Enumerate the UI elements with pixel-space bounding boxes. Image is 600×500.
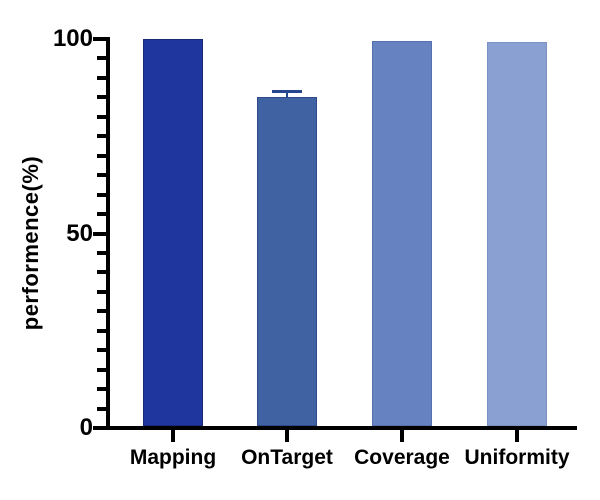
y-minor-tick (97, 250, 106, 255)
y-minor-tick (97, 406, 106, 411)
y-axis-title: performence(%) (18, 155, 43, 331)
y-minor-tick (97, 328, 106, 333)
y-minor-tick (97, 348, 106, 353)
y-minor-tick (97, 192, 106, 197)
y-major-tick (93, 37, 106, 41)
y-minor-tick (97, 173, 106, 178)
bar-uniformity (487, 41, 547, 426)
y-tick-label: 0 (79, 414, 93, 441)
y-minor-tick (97, 134, 106, 139)
x-category-label: OnTarget (241, 446, 333, 469)
y-major-tick (93, 231, 106, 236)
error-bar-cap (272, 90, 302, 93)
x-tick (515, 430, 519, 442)
y-minor-tick (97, 367, 106, 372)
x-tick (400, 430, 404, 442)
error-bar-stem (286, 91, 288, 98)
bar-coverage (372, 40, 432, 426)
x-axis-line (106, 426, 577, 430)
y-minor-tick (97, 212, 106, 217)
y-axis-line (106, 37, 110, 430)
y-tick-label: 50 (66, 219, 93, 247)
y-major-tick (93, 426, 106, 430)
x-category-label: Mapping (129, 446, 217, 469)
y-minor-tick (97, 270, 106, 275)
y-minor-tick (97, 75, 106, 80)
y-minor-tick (97, 95, 106, 100)
y-minor-tick (97, 289, 106, 294)
x-category-label: Coverage (354, 446, 450, 469)
y-minor-tick (97, 114, 106, 119)
y-tick-label: 100 (52, 25, 93, 52)
y-minor-tick (97, 309, 106, 314)
y-minor-tick (97, 153, 106, 158)
x-tick (285, 430, 289, 442)
x-category-label: Uniformity (464, 446, 570, 469)
x-tick (171, 430, 175, 442)
bar-ontarget (257, 97, 317, 426)
bar-mapping (143, 39, 203, 426)
y-minor-tick (97, 387, 106, 392)
y-minor-tick (97, 56, 106, 61)
